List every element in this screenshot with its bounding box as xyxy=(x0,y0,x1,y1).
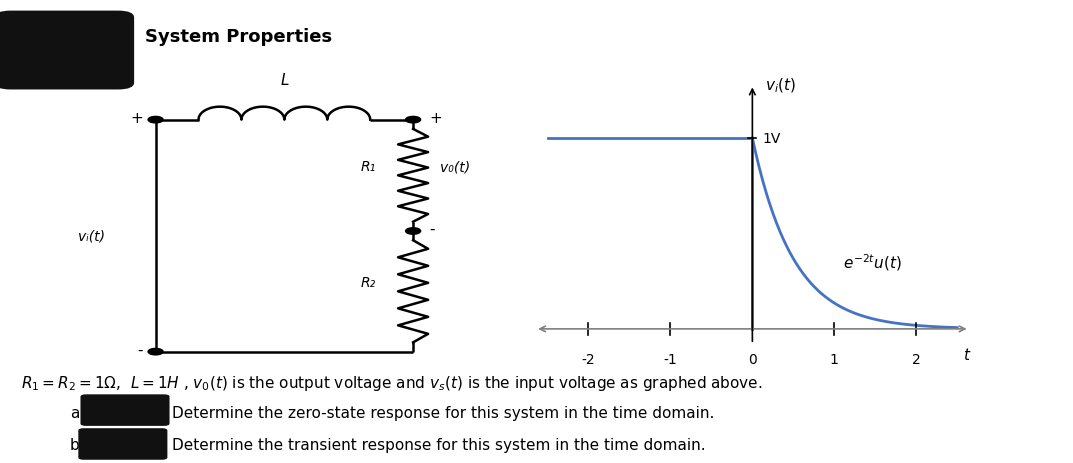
Circle shape xyxy=(406,117,421,124)
Text: $v_i(t)$: $v_i(t)$ xyxy=(765,76,795,94)
Text: -: - xyxy=(429,222,435,237)
Text: System Properties: System Properties xyxy=(145,28,332,46)
Text: -: - xyxy=(137,342,143,357)
Circle shape xyxy=(148,349,163,355)
Text: 1: 1 xyxy=(829,352,839,366)
Text: b.: b. xyxy=(70,438,85,452)
Text: R₂: R₂ xyxy=(361,275,376,289)
FancyBboxPatch shape xyxy=(80,394,170,426)
Text: R₁: R₁ xyxy=(361,160,376,174)
FancyBboxPatch shape xyxy=(0,12,134,90)
Text: v₀(t): v₀(t) xyxy=(440,160,470,174)
Text: +: + xyxy=(130,111,143,125)
Text: $e^{-2t}u(t)$: $e^{-2t}u(t)$ xyxy=(842,252,901,273)
Text: $t$: $t$ xyxy=(962,346,971,362)
Text: a.: a. xyxy=(70,405,84,420)
Text: 0: 0 xyxy=(748,352,756,366)
Text: Determine the transient response for this system in the time domain.: Determine the transient response for thi… xyxy=(172,438,705,452)
Text: 1V: 1V xyxy=(762,131,780,146)
Text: Determine the zero-state response for this system in the time domain.: Determine the zero-state response for th… xyxy=(172,405,714,420)
Text: -1: -1 xyxy=(663,352,677,366)
Circle shape xyxy=(148,117,163,124)
Text: -2: -2 xyxy=(582,352,596,366)
Text: vᵢ(t): vᵢ(t) xyxy=(77,229,105,243)
FancyBboxPatch shape xyxy=(78,428,167,460)
Circle shape xyxy=(406,228,421,235)
Text: +: + xyxy=(429,111,442,125)
Text: L: L xyxy=(280,73,289,88)
Text: $R_1 = R_2 = 1\Omega$,  $L = 1H$ , $v_0(t)$ is the output voltage and $v_s(t)$ i: $R_1 = R_2 = 1\Omega$, $L = 1H$ , $v_0(t… xyxy=(21,373,763,392)
Text: 2: 2 xyxy=(912,352,921,366)
